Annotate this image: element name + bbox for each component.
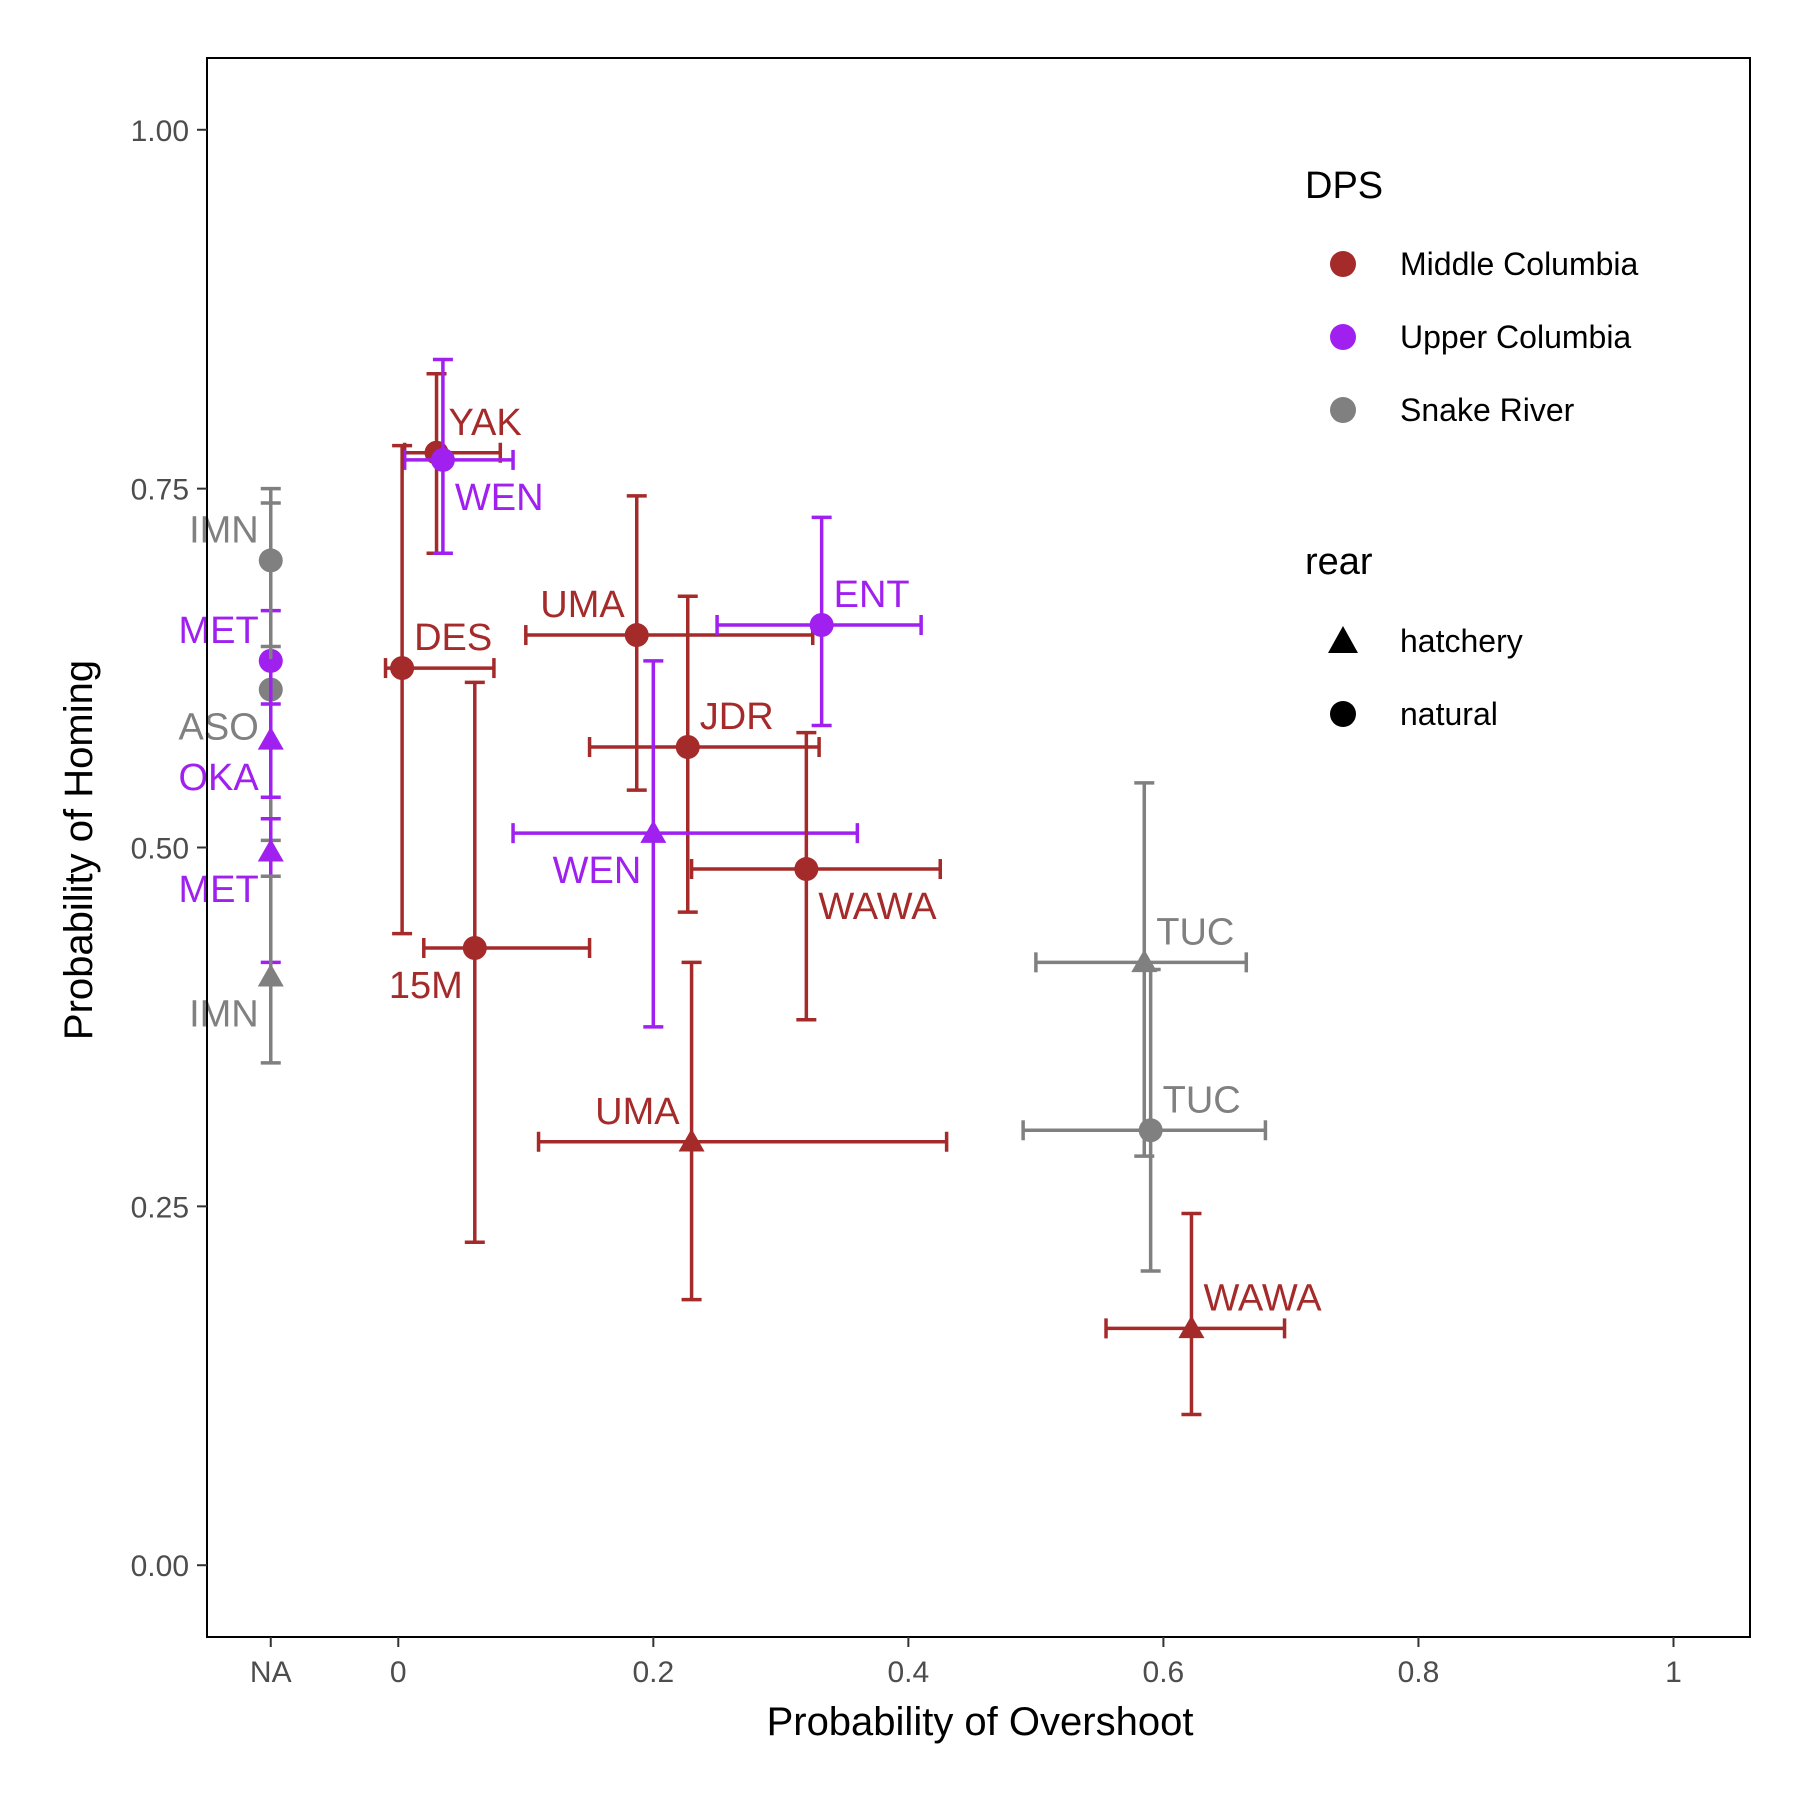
point-label: OKA — [179, 757, 260, 799]
data-point-group: OKA — [179, 659, 284, 800]
legend-title-rear: rear — [1305, 541, 1373, 583]
point-label: TUC — [1163, 1079, 1241, 1121]
data-point-group: TUC — [1021, 967, 1268, 1273]
data-point-group: JDR — [587, 594, 821, 914]
point-label: TUC — [1156, 911, 1234, 953]
hatchery-triangle-marker — [640, 820, 667, 843]
point-label: IMN — [189, 509, 259, 551]
point-label: IMN — [189, 994, 259, 1036]
x-tick-label: 1 — [1665, 1656, 1682, 1689]
legend-swatch-dps — [1330, 324, 1356, 350]
x-tick-label: 0 — [390, 1656, 407, 1689]
point-label: WEN — [553, 850, 642, 892]
x-tick-label: 0.4 — [888, 1656, 930, 1689]
legend-label-dps: Upper Columbia — [1400, 319, 1631, 355]
hatchery-triangle-marker — [257, 963, 284, 987]
x-tick-label: NA — [250, 1656, 292, 1689]
point-label: JDR — [700, 696, 774, 738]
data-point-group: IMN — [189, 874, 284, 1065]
x-tick-label: 0.2 — [632, 1656, 674, 1689]
hatchery-triangle-marker — [1131, 949, 1158, 973]
natural-circle-marker — [809, 613, 834, 638]
data-point-group: DES — [383, 443, 496, 936]
legend-label-rear: hatchery — [1400, 623, 1523, 659]
x-tick-label: 0.8 — [1398, 1656, 1440, 1689]
data-point-group: 15M — [389, 680, 592, 1244]
legend-label-rear: natural — [1400, 696, 1498, 732]
legend-label-dps: Middle Columbia — [1400, 246, 1639, 282]
plot-marks: YAK WEN DES UMA ENT JDR WEN WAWA 15M UMA TUC TUC WAW… — [179, 357, 1322, 1417]
point-label: YAK — [449, 402, 522, 444]
natural-circle-marker — [675, 735, 700, 760]
point-label: WAWA — [1203, 1277, 1322, 1319]
legend-label-dps: Snake River — [1400, 392, 1575, 428]
natural-circle-marker — [1138, 1118, 1163, 1143]
point-label: WAWA — [818, 886, 937, 928]
data-point-group: WAWA — [1104, 1211, 1322, 1417]
y-tick-label: 0.25 — [131, 1191, 189, 1224]
data-point-group: UMA — [536, 960, 949, 1302]
natural-circle-marker — [390, 656, 415, 681]
x-axis-title: Probability of Overshoot — [767, 1700, 1194, 1744]
axes: NA 0 0.2 0.4 0.6 0.8 1 0.00 0.25 0.50 0.75 1.00 — [131, 115, 1682, 1689]
legend: DPS Middle Columbia Upper Columbia Snake Ri… — [1305, 165, 1639, 732]
point-label: WEN — [455, 477, 544, 519]
legend-title-dps: DPS — [1305, 165, 1383, 207]
point-label: DES — [414, 617, 492, 659]
data-point-group: ENT — [715, 515, 923, 728]
y-tick-label: 0.75 — [131, 474, 189, 507]
legend-swatch-dps — [1330, 397, 1356, 423]
point-label: MET — [179, 610, 259, 652]
point-label: 15M — [389, 965, 463, 1007]
natural-circle-marker — [430, 447, 455, 472]
data-point-group: WEN — [402, 357, 544, 555]
hatchery-triangle-marker — [257, 726, 284, 750]
y-tick-label: 0.50 — [131, 833, 189, 866]
x-tick-label: 0.6 — [1143, 1656, 1185, 1689]
point-label: MET — [179, 869, 259, 911]
y-tick-label: 1.00 — [131, 115, 189, 148]
point-label: UMA — [595, 1091, 680, 1133]
y-tick-label: 0.00 — [131, 1550, 189, 1583]
data-point-group: WAWA — [689, 730, 942, 1022]
point-label: ASO — [179, 707, 259, 749]
natural-circle-marker — [794, 857, 819, 882]
hatchery-triangle-marker — [678, 1128, 705, 1152]
legend-swatch-dps — [1330, 251, 1356, 277]
data-point-group: UMA — [524, 494, 815, 792]
point-label: ENT — [834, 574, 910, 616]
legend-swatch-rear — [1328, 626, 1358, 653]
natural-circle-marker — [624, 623, 649, 648]
hatchery-triangle-marker — [257, 838, 284, 862]
data-point-group: WEN — [511, 659, 860, 1029]
natural-circle-marker — [462, 935, 487, 960]
legend-swatch-rear — [1330, 701, 1356, 727]
y-axis-title: Probability of Homing — [57, 660, 101, 1040]
point-label: UMA — [540, 584, 625, 626]
hatchery-triangle-marker — [1178, 1315, 1205, 1339]
